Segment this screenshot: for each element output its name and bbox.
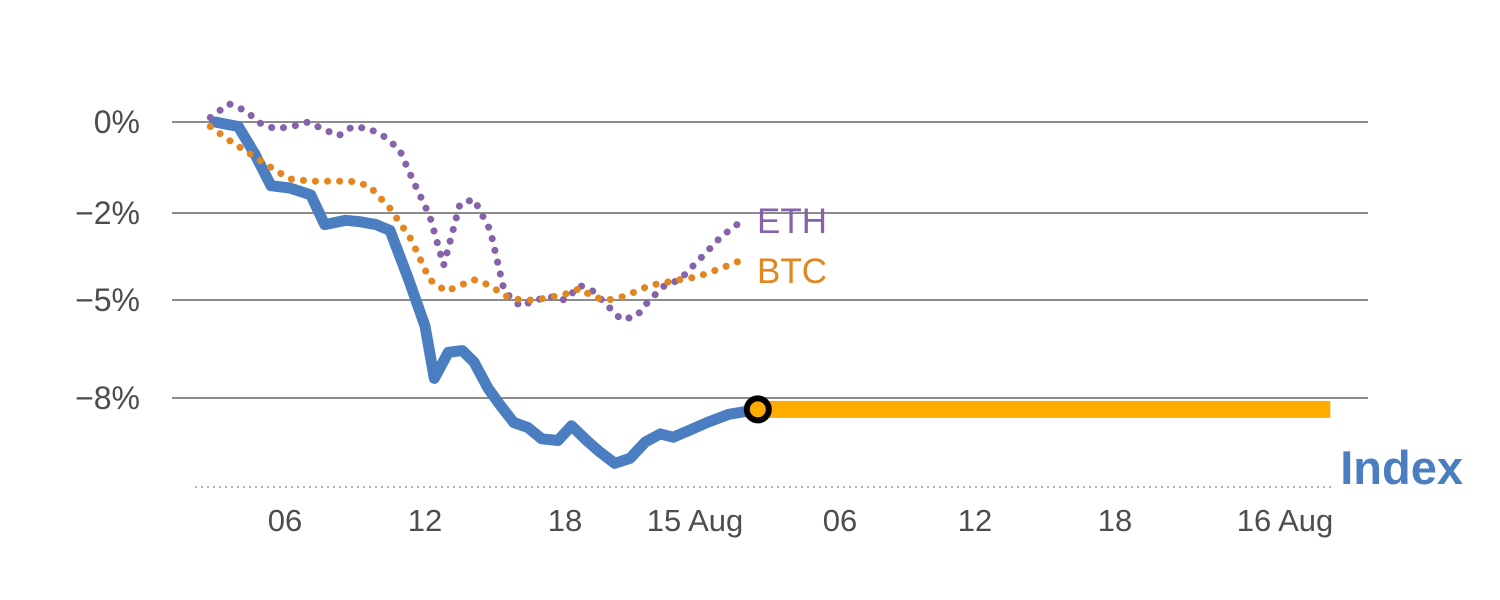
eth-line <box>206 100 745 324</box>
y-tick-label: −5% <box>75 282 140 318</box>
series-label-index: Index <box>1340 441 1463 494</box>
current-point-marker <box>743 395 772 424</box>
series-label-eth: ETH <box>757 202 827 241</box>
x-tick-label: 16 Aug <box>1237 503 1334 538</box>
series-label-btc: BTC <box>757 252 827 291</box>
y-tick-label: 0% <box>94 104 140 140</box>
x-tick-label: 12 <box>408 503 442 538</box>
x-tick-label: 12 <box>958 503 992 538</box>
axis-labels-group: 0% −2% −5% −8% 06 12 18 15 Aug 06 12 18 16 Aug <box>75 104 1333 538</box>
btc-line <box>206 123 747 304</box>
x-tick-label: 15 Aug <box>647 503 744 538</box>
x-tick-label: 06 <box>823 503 857 538</box>
y-tick-label: −2% <box>75 195 140 231</box>
y-tick-label: −8% <box>75 380 140 416</box>
series-labels-group: ETH BTC Index <box>757 202 1463 494</box>
x-tick-label: 18 <box>548 503 582 538</box>
x-tick-label: 18 <box>1098 503 1132 538</box>
index-line <box>209 116 764 469</box>
x-tick-label: 06 <box>268 503 302 538</box>
gridlines-group <box>172 121 1368 488</box>
series-lines-group <box>206 100 1331 469</box>
